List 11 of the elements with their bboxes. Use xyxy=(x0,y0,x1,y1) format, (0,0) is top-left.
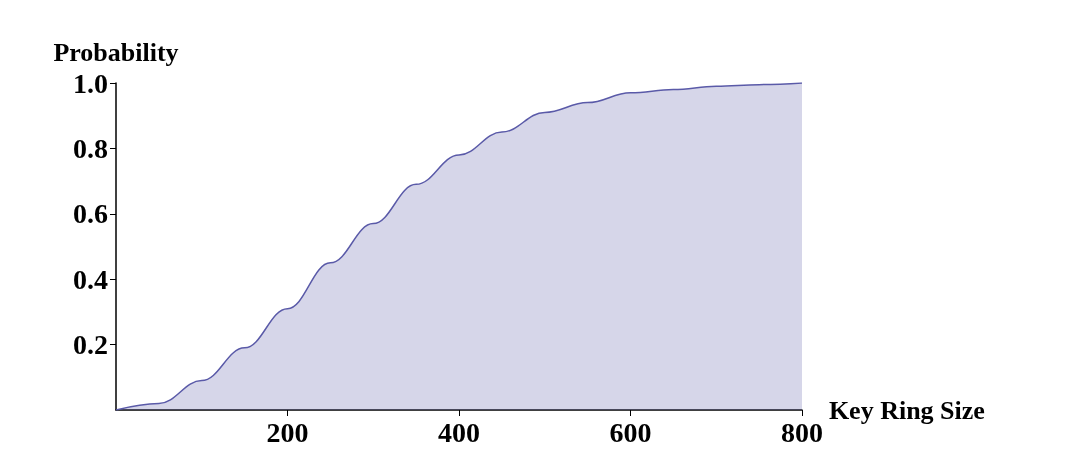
x-tick-label: 200 xyxy=(266,416,309,448)
y-tick-label: 0.2 xyxy=(73,329,108,361)
x-tick-label: 800 xyxy=(781,416,823,448)
y-axis-title: Probability xyxy=(53,37,179,67)
x-axis-title: Key Ring Size xyxy=(828,395,985,425)
y-tick-label: 0.6 xyxy=(73,198,108,230)
y-tick-label: 1.0 xyxy=(73,67,108,99)
y-tick-label: 0.4 xyxy=(73,263,108,295)
x-tick-label: 400 xyxy=(438,416,480,448)
x-tick-label: 600 xyxy=(609,416,652,448)
y-tick-label: 0.8 xyxy=(73,132,108,164)
